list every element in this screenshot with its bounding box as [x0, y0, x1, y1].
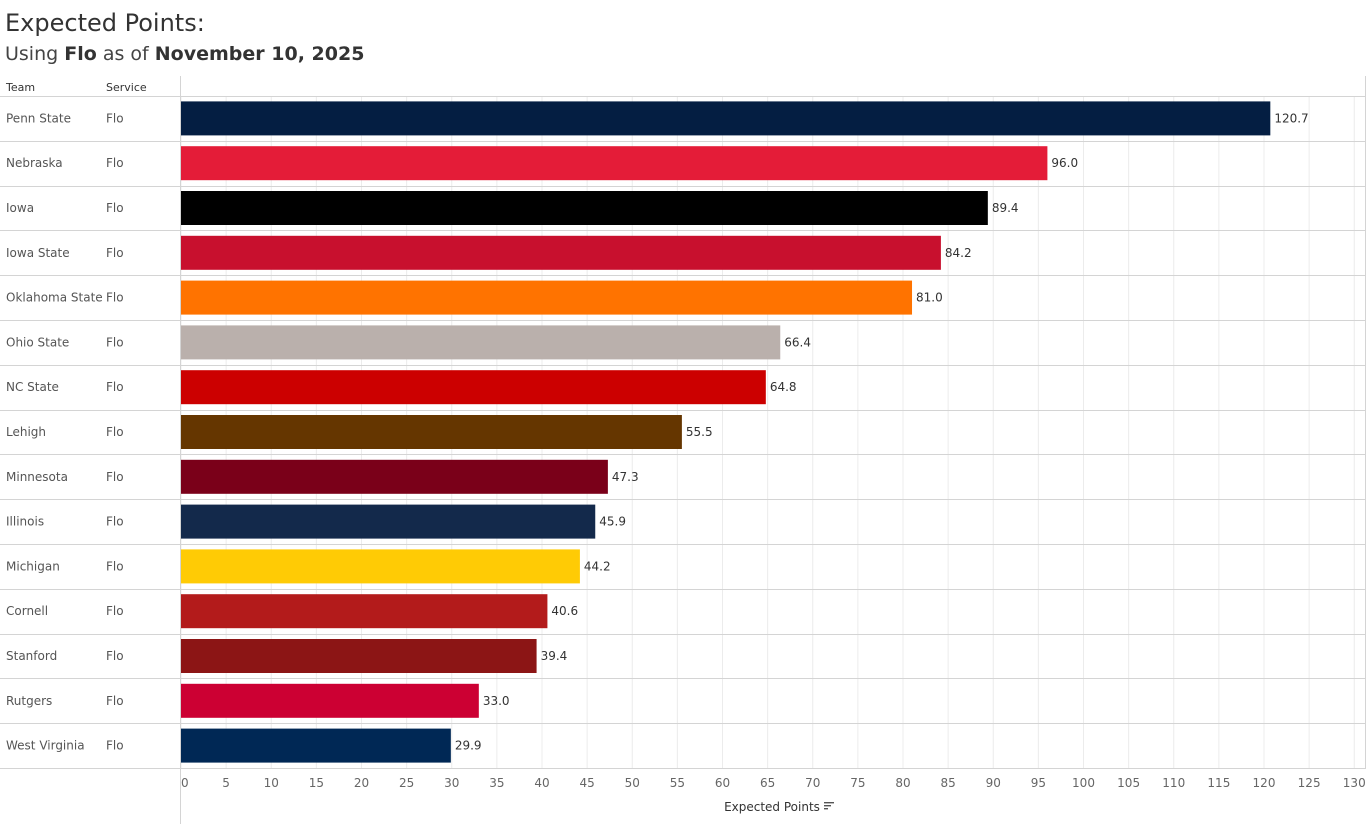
service-label: Flo	[106, 649, 124, 663]
bar[interactable]	[181, 325, 781, 360]
subtitle-date: November 10, 2025	[154, 43, 365, 65]
service-label: Flo	[106, 156, 124, 170]
service-label: Flo	[106, 425, 124, 439]
x-tick-label: 0	[181, 776, 189, 790]
x-tick-label: 25	[399, 776, 414, 790]
x-tick-label: 35	[489, 776, 504, 790]
x-tick-label: 40	[534, 776, 549, 790]
data-label: 66.4	[784, 335, 811, 349]
bar[interactable]	[181, 146, 1048, 181]
subtitle-prefix: Using	[5, 43, 65, 65]
data-label: 33.0	[483, 694, 510, 708]
bar[interactable]	[181, 459, 608, 494]
service-label: Flo	[106, 335, 124, 349]
x-tick-label: 125	[1298, 776, 1321, 790]
service-label: Flo	[106, 694, 124, 708]
bar[interactable]	[181, 415, 682, 449]
subtitle-service: Flo	[64, 43, 97, 65]
team-label: Illinois	[6, 515, 44, 529]
data-label: 64.8	[770, 380, 797, 394]
bar[interactable]	[181, 639, 537, 673]
x-tick-label: 30	[444, 776, 459, 790]
data-label: 89.4	[992, 201, 1019, 215]
team-label: Cornell	[6, 604, 48, 618]
bar[interactable]	[181, 594, 548, 629]
chart-title: Expected Points:	[5, 9, 205, 37]
data-label: 45.9	[599, 515, 626, 529]
service-label: Flo	[106, 604, 124, 618]
team-label: Ohio State	[6, 335, 69, 349]
bar[interactable]	[181, 683, 479, 718]
service-label: Flo	[106, 291, 124, 305]
x-tick-label: 95	[1031, 776, 1046, 790]
bar[interactable]	[181, 280, 913, 315]
data-label: 120.7	[1274, 111, 1308, 125]
bar[interactable]	[181, 504, 596, 539]
team-label: Rutgers	[6, 694, 52, 708]
x-tick-label: 90	[986, 776, 1001, 790]
x-tick-label: 85	[940, 776, 955, 790]
data-label: 47.3	[612, 470, 639, 484]
team-label: West Virginia	[6, 739, 85, 753]
data-label: 29.9	[455, 739, 482, 753]
chart-subtitle: Using Flo as of November 10, 2025	[5, 42, 364, 66]
team-label: Iowa State	[6, 246, 70, 260]
subtitle-mid: as of	[96, 43, 155, 65]
x-tick-label: 130	[1343, 776, 1366, 790]
team-label: Oklahoma State	[6, 291, 103, 305]
bar[interactable]	[181, 235, 941, 270]
bar[interactable]	[181, 549, 580, 584]
bar[interactable]	[181, 101, 1271, 136]
team-label: NC State	[6, 380, 59, 394]
x-tick-label: 10	[264, 776, 279, 790]
x-tick-label: 100	[1072, 776, 1095, 790]
bar[interactable]	[181, 728, 451, 763]
team-label: Penn State	[6, 111, 71, 125]
service-label: Flo	[106, 246, 124, 260]
service-label: Flo	[106, 201, 124, 215]
x-tick-label: 105	[1117, 776, 1140, 790]
bar[interactable]	[181, 370, 766, 405]
team-column-header[interactable]: Team	[6, 81, 36, 94]
service-label: Flo	[106, 470, 124, 484]
x-tick-label: 110	[1162, 776, 1185, 790]
team-label: Michigan	[6, 559, 60, 573]
team-label: Stanford	[6, 649, 57, 663]
service-label: Flo	[106, 111, 124, 125]
bar[interactable]	[181, 191, 988, 225]
x-tick-label: 65	[760, 776, 775, 790]
team-label: Nebraska	[6, 156, 63, 170]
service-label: Flo	[106, 559, 124, 573]
team-label: Iowa	[6, 201, 34, 215]
data-label: 81.0	[916, 291, 943, 305]
data-label: 40.6	[551, 604, 578, 618]
x-tick-label: 20	[354, 776, 369, 790]
data-label: 39.4	[541, 649, 568, 663]
x-tick-label: 45	[579, 776, 594, 790]
x-tick-label: 55	[670, 776, 685, 790]
x-tick-label: 15	[309, 776, 324, 790]
sort-descending-icon[interactable]	[824, 802, 834, 810]
x-tick-label: 75	[850, 776, 865, 790]
data-label: 44.2	[584, 559, 611, 573]
x-tick-label: 115	[1207, 776, 1230, 790]
service-label: Flo	[106, 739, 124, 753]
x-tick-label: 50	[625, 776, 640, 790]
service-label: Flo	[106, 380, 124, 394]
x-tick-label: 80	[895, 776, 910, 790]
data-label: 84.2	[945, 246, 972, 260]
x-tick-label: 60	[715, 776, 730, 790]
x-tick-label: 120	[1253, 776, 1276, 790]
service-label: Flo	[106, 515, 124, 529]
data-label: 96.0	[1051, 156, 1078, 170]
team-label: Lehigh	[6, 425, 46, 439]
x-tick-label: 70	[805, 776, 820, 790]
team-label: Minnesota	[6, 470, 68, 484]
data-label: 55.5	[686, 425, 713, 439]
service-column-header[interactable]: Service	[106, 81, 147, 94]
x-axis-title: Expected Points	[724, 800, 820, 814]
x-tick-label: 5	[222, 776, 230, 790]
